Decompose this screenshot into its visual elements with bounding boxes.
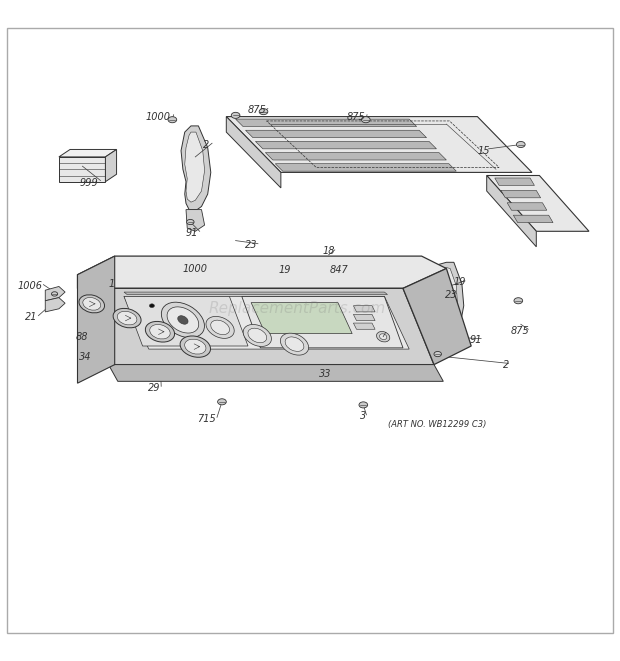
Ellipse shape [117, 311, 137, 325]
Ellipse shape [206, 317, 234, 338]
Text: 999: 999 [79, 178, 98, 188]
Polygon shape [275, 164, 456, 171]
Text: 88: 88 [76, 332, 88, 342]
Polygon shape [436, 267, 458, 332]
Ellipse shape [359, 402, 368, 408]
Text: 29: 29 [148, 383, 160, 393]
Ellipse shape [285, 337, 304, 352]
Text: 2: 2 [503, 360, 510, 369]
Polygon shape [108, 365, 443, 381]
Ellipse shape [243, 325, 272, 346]
Polygon shape [226, 116, 532, 173]
Text: 18: 18 [322, 246, 335, 256]
Text: 19: 19 [279, 265, 291, 275]
Polygon shape [433, 336, 450, 358]
Ellipse shape [218, 399, 226, 405]
Text: 19: 19 [454, 277, 466, 287]
Text: 875: 875 [511, 325, 529, 336]
Polygon shape [78, 256, 115, 383]
Ellipse shape [149, 304, 154, 307]
Polygon shape [251, 303, 352, 334]
Ellipse shape [376, 331, 390, 342]
Text: 1000: 1000 [183, 264, 208, 274]
Text: 1000: 1000 [146, 112, 170, 122]
Ellipse shape [167, 307, 199, 333]
Text: ReplacementParts.com: ReplacementParts.com [209, 301, 386, 317]
Polygon shape [403, 268, 471, 365]
Polygon shape [45, 286, 65, 301]
Text: 1: 1 [108, 279, 115, 289]
Polygon shape [265, 153, 446, 160]
Polygon shape [353, 323, 375, 329]
Polygon shape [236, 119, 417, 126]
Polygon shape [124, 296, 409, 349]
Text: 3: 3 [360, 411, 366, 421]
Text: 91: 91 [186, 227, 198, 237]
FancyBboxPatch shape [7, 28, 613, 633]
Ellipse shape [145, 321, 175, 342]
Ellipse shape [187, 219, 194, 225]
Text: 23: 23 [245, 240, 257, 250]
Polygon shape [353, 315, 375, 321]
Polygon shape [78, 288, 434, 365]
Polygon shape [105, 149, 117, 182]
Polygon shape [59, 149, 117, 157]
Polygon shape [487, 176, 536, 247]
Polygon shape [430, 262, 464, 338]
Polygon shape [246, 130, 427, 137]
Polygon shape [507, 203, 547, 210]
Polygon shape [226, 116, 281, 188]
Ellipse shape [516, 141, 525, 147]
Ellipse shape [185, 339, 206, 354]
Ellipse shape [514, 297, 523, 304]
Ellipse shape [83, 297, 100, 310]
Polygon shape [78, 256, 446, 288]
Ellipse shape [79, 295, 105, 313]
Text: 33: 33 [319, 369, 332, 379]
Text: (ART NO. WB12299 C3): (ART NO. WB12299 C3) [388, 420, 486, 429]
Ellipse shape [161, 302, 205, 338]
Polygon shape [124, 292, 388, 295]
Polygon shape [487, 176, 589, 231]
Text: 1006: 1006 [17, 281, 42, 291]
Ellipse shape [211, 320, 229, 334]
Ellipse shape [259, 108, 268, 114]
Ellipse shape [113, 309, 141, 328]
Text: 875: 875 [347, 112, 366, 122]
Polygon shape [186, 210, 205, 231]
Ellipse shape [168, 116, 177, 123]
Ellipse shape [248, 329, 267, 342]
Text: 715: 715 [197, 414, 216, 424]
Text: 847: 847 [330, 265, 348, 275]
Text: 21: 21 [25, 312, 37, 322]
Text: 23: 23 [445, 290, 458, 299]
Polygon shape [501, 190, 541, 198]
Polygon shape [59, 157, 105, 182]
Polygon shape [124, 296, 248, 346]
Polygon shape [353, 305, 375, 312]
Text: 15: 15 [477, 145, 490, 156]
Ellipse shape [150, 325, 170, 339]
Ellipse shape [379, 334, 387, 340]
Ellipse shape [280, 333, 309, 355]
Ellipse shape [180, 336, 211, 358]
Polygon shape [255, 141, 436, 149]
Text: 2: 2 [203, 139, 210, 149]
Polygon shape [181, 126, 211, 210]
Text: 875: 875 [248, 105, 267, 116]
Polygon shape [495, 178, 534, 186]
Text: 91: 91 [470, 335, 482, 345]
Ellipse shape [231, 112, 240, 118]
Ellipse shape [178, 316, 188, 325]
Ellipse shape [51, 292, 58, 296]
Polygon shape [45, 297, 65, 312]
Ellipse shape [434, 352, 441, 357]
Polygon shape [242, 296, 403, 348]
Polygon shape [513, 215, 553, 223]
Ellipse shape [361, 116, 370, 123]
Text: 34: 34 [79, 352, 92, 362]
Polygon shape [185, 132, 205, 202]
